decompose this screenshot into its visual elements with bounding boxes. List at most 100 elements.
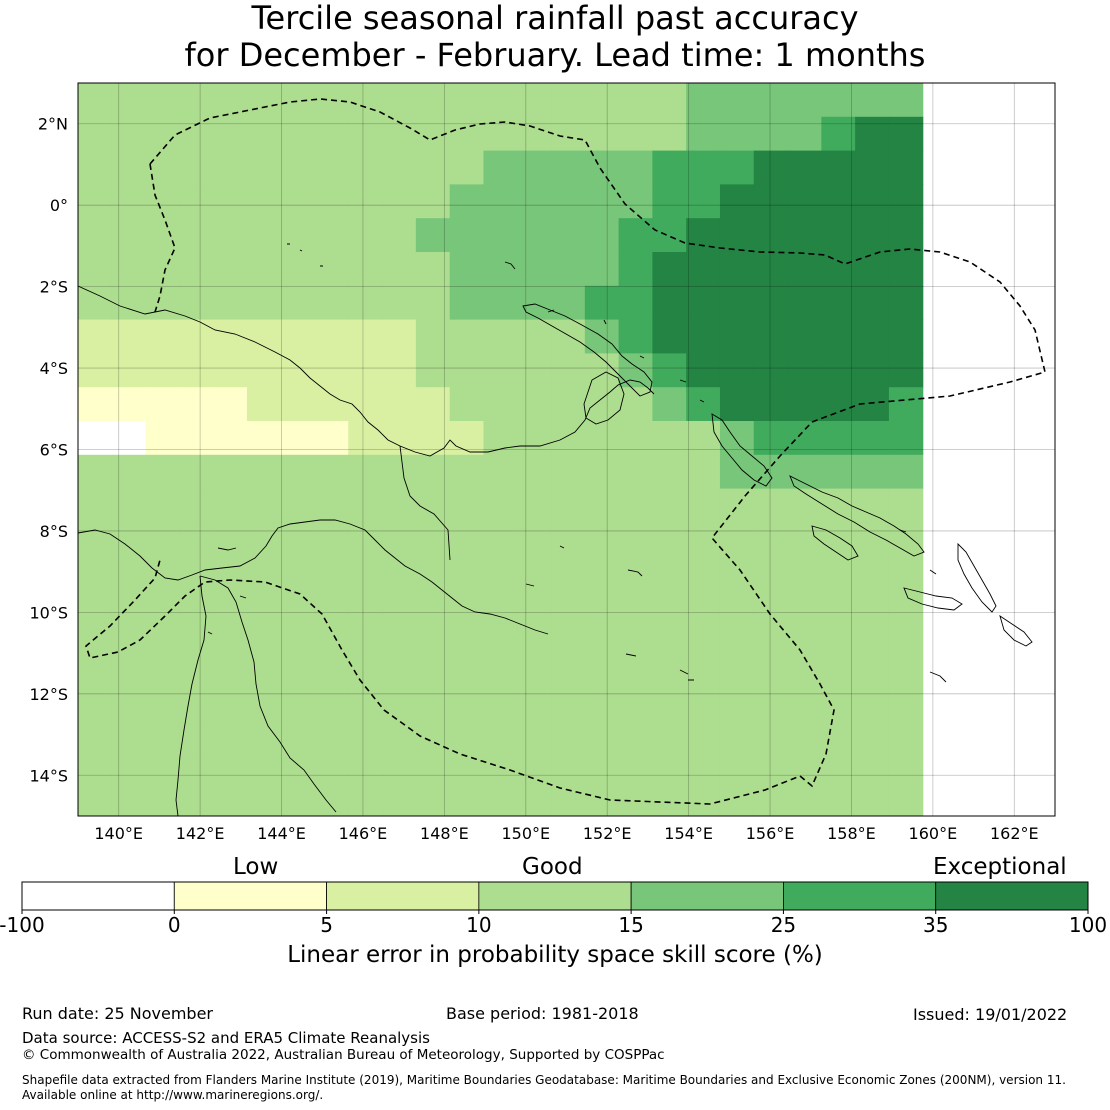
grid-cell bbox=[652, 387, 687, 422]
grid-cell bbox=[280, 454, 316, 490]
grid-cell bbox=[314, 420, 349, 456]
grid-cell bbox=[719, 589, 755, 625]
grid-cell bbox=[686, 116, 721, 152]
grid-cell bbox=[179, 150, 214, 185]
grid-cell bbox=[753, 792, 789, 816]
grid-cell bbox=[213, 218, 248, 253]
chart-title: Tercile seasonal rainfall past accuracy … bbox=[0, 0, 1110, 74]
grid-cell bbox=[449, 387, 485, 422]
grid-cell bbox=[348, 725, 383, 760]
grid-cell bbox=[686, 285, 721, 321]
grid-cell bbox=[246, 454, 282, 490]
grid-cell bbox=[415, 150, 451, 185]
grid-cell bbox=[246, 251, 282, 287]
grid-cell bbox=[821, 691, 856, 726]
grid-cell bbox=[888, 116, 924, 152]
grid-cell bbox=[246, 150, 282, 185]
grid-cell bbox=[179, 116, 214, 152]
category-label-exceptional: Exceptional bbox=[933, 854, 1067, 880]
grid-cell bbox=[415, 691, 451, 726]
grid-cell bbox=[111, 488, 147, 523]
grid-cell bbox=[382, 83, 417, 118]
grid-cell bbox=[787, 725, 822, 760]
grid-cell bbox=[821, 420, 856, 456]
grid-cell bbox=[483, 454, 518, 490]
grid-cell bbox=[855, 454, 890, 490]
grid-cell bbox=[787, 319, 822, 354]
grid-cell bbox=[855, 420, 890, 456]
grid-cell bbox=[179, 792, 214, 816]
grid-cell bbox=[719, 83, 755, 118]
grid-cell bbox=[179, 251, 214, 287]
grid-cell bbox=[787, 251, 822, 287]
grid-cell bbox=[449, 623, 485, 659]
grid-cell bbox=[280, 387, 316, 422]
grid-cell bbox=[517, 285, 552, 321]
grid-cell bbox=[246, 83, 282, 118]
latitude-tick-label: 2°S bbox=[40, 278, 68, 297]
grid-cell bbox=[145, 353, 180, 388]
grid-cell bbox=[855, 691, 890, 726]
grid-cell bbox=[517, 556, 552, 591]
grid-cell bbox=[753, 285, 789, 321]
colorbar-segment bbox=[326, 881, 480, 911]
grid-cell bbox=[551, 691, 586, 726]
grid-cell bbox=[787, 387, 822, 422]
grid-cell bbox=[179, 83, 214, 118]
skill-score-grid bbox=[78, 83, 924, 816]
grid-cell bbox=[618, 319, 653, 354]
grid-cell bbox=[787, 150, 822, 185]
grid-cell bbox=[686, 488, 721, 523]
longitude-tick-label: 152°E bbox=[583, 824, 632, 843]
grid-cell bbox=[483, 758, 518, 794]
grid-cell bbox=[280, 218, 316, 253]
grid-cell bbox=[584, 792, 620, 816]
grid-cell bbox=[348, 691, 383, 726]
grid-cell bbox=[787, 758, 822, 794]
grid-cell bbox=[246, 657, 282, 692]
grid-cell bbox=[821, 758, 856, 794]
grid-cell bbox=[584, 623, 620, 659]
grid-cell bbox=[483, 792, 518, 816]
grid-cell bbox=[551, 387, 586, 422]
grid-cell bbox=[78, 150, 113, 185]
grid-cell bbox=[145, 116, 180, 152]
grid-cell bbox=[483, 589, 518, 625]
grid-cell bbox=[246, 116, 282, 152]
grid-cell bbox=[111, 251, 147, 287]
grid-cell bbox=[753, 556, 789, 591]
grid-cell bbox=[855, 589, 890, 625]
grid-cell bbox=[719, 319, 755, 354]
grid-cell bbox=[483, 353, 518, 388]
grid-cell bbox=[821, 353, 856, 388]
grid-cell bbox=[821, 184, 856, 219]
grid-cell bbox=[753, 657, 789, 692]
grid-cell bbox=[111, 319, 147, 354]
grid-cell bbox=[145, 792, 180, 816]
grid-cell bbox=[652, 285, 687, 321]
grid-cell bbox=[618, 116, 653, 152]
grid-cell bbox=[888, 150, 924, 185]
grid-cell bbox=[652, 725, 687, 760]
grid-cell bbox=[78, 623, 113, 659]
grid-cell bbox=[686, 420, 721, 456]
grid-cell bbox=[382, 454, 417, 490]
grid-cell bbox=[584, 725, 620, 760]
colorbar-tick-label: 15 bbox=[618, 913, 644, 937]
latitude-tick-label: 4°S bbox=[40, 359, 68, 378]
grid-cell bbox=[686, 83, 721, 118]
map-gridlines bbox=[78, 83, 1055, 816]
grid-cell bbox=[483, 218, 518, 253]
grid-cell bbox=[78, 116, 113, 152]
grid-cell bbox=[719, 420, 755, 456]
grid-cell bbox=[280, 116, 316, 152]
grid-cell bbox=[618, 251, 653, 287]
grid-cell bbox=[314, 218, 349, 253]
grid-cell bbox=[145, 420, 180, 456]
grid-cell bbox=[449, 556, 485, 591]
grid-cell bbox=[888, 83, 924, 118]
bougainville-coastline bbox=[711, 413, 773, 487]
grid-cell bbox=[821, 319, 856, 354]
grid-cell bbox=[584, 251, 620, 287]
grid-cell bbox=[517, 488, 552, 523]
